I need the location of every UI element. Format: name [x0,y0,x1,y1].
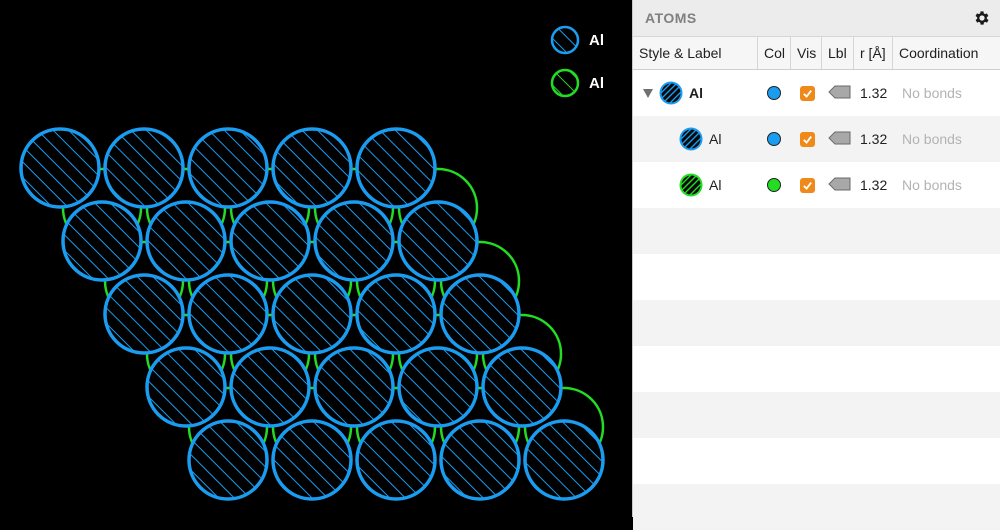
atom-al[interactable] [439,273,521,355]
coordination-value: No bonds [902,177,962,193]
atom-al[interactable] [229,346,311,428]
atom-al[interactable] [313,200,395,282]
disclosure-triangle-icon[interactable] [643,88,653,98]
radius-value[interactable]: 1.32 [860,177,888,193]
coordination-value: No bonds [902,131,962,147]
gear-icon[interactable] [972,8,992,28]
empty-row [633,438,1000,484]
empty-row [633,484,1000,530]
atom-scene[interactable]: Al Al [0,0,632,517]
radius-value[interactable]: 1.32 [860,85,888,101]
panel-header: ATOMS [633,0,1000,36]
col-header-coordination[interactable]: Coordination [899,45,979,61]
atom-al[interactable] [397,346,479,428]
atom-al[interactable] [355,419,437,501]
empty-row [633,392,1000,438]
atom-al[interactable] [523,419,605,501]
atom-style-icon[interactable] [679,127,703,151]
empty-row [633,300,1000,346]
atom-al[interactable] [103,273,185,355]
label-tag-icon[interactable] [828,177,852,194]
atom-label: Al [709,131,722,147]
atom-label: Al [709,177,722,193]
table-header: Style & Label Col Vis Lbl r [Å] Coordina… [633,36,1000,70]
color-swatch[interactable] [767,86,781,100]
col-header-color[interactable]: Col [758,37,791,69]
atom-al[interactable] [19,127,101,209]
legend-atom-icon [550,68,580,98]
label-tag-icon[interactable] [828,131,852,148]
label-tag-icon[interactable] [828,85,852,102]
atom-al[interactable] [271,273,353,355]
atom-al[interactable] [103,127,185,209]
atom-al[interactable] [187,273,269,355]
empty-row [633,346,1000,392]
table-row[interactable]: Al 1.32 No bonds [633,116,1000,162]
col-header-radius[interactable]: r [Å] [854,37,893,69]
atom-al[interactable] [271,127,353,209]
atom-al[interactable] [355,127,437,209]
radius-value[interactable]: 1.32 [860,131,888,147]
visibility-checkbox[interactable] [800,131,815,147]
structure-viewport[interactable]: Al Al [0,0,632,517]
col-header-label[interactable]: Lbl [822,37,854,69]
col-header-style-label[interactable]: Style & Label [633,37,758,69]
atom-layer [19,127,605,501]
atom-al[interactable] [439,419,521,501]
atom-al[interactable] [355,273,437,355]
legend-atom-icon [550,25,580,55]
visibility-checkbox[interactable] [800,85,815,101]
atom-al[interactable] [61,200,143,282]
atom-al[interactable] [481,346,563,428]
table-row[interactable]: Al 1.32 No bonds [633,162,1000,208]
atoms-panel: ATOMS Style & Label Col Vis Lbl r [Å] Co… [632,0,1000,530]
table-row[interactable]: Al 1.32 No bonds [633,70,1000,116]
atoms-table: Al 1.32 No bonds Al 1.32 No bonds Al 1.32 No bon… [633,70,1000,530]
col-header-visible[interactable]: Vis [791,37,822,69]
atom-al[interactable] [397,200,479,282]
atom-style-icon[interactable] [659,81,683,105]
atom-al[interactable] [313,346,395,428]
atom-al[interactable] [271,419,353,501]
empty-row [633,254,1000,300]
atom-style-icon[interactable] [679,173,703,197]
atom-label: Al [689,85,703,101]
legend-label: Al [589,75,604,92]
empty-row [633,208,1000,254]
color-swatch[interactable] [767,132,781,146]
panel-title: ATOMS [645,10,697,26]
atom-al[interactable] [145,200,227,282]
coordination-value: No bonds [902,85,962,101]
atom-al[interactable] [187,419,269,501]
visibility-checkbox[interactable] [800,177,815,193]
legend-label: Al [589,32,604,49]
atom-al[interactable] [145,346,227,428]
atom-al[interactable] [229,200,311,282]
color-swatch[interactable] [767,178,781,192]
atom-al[interactable] [187,127,269,209]
